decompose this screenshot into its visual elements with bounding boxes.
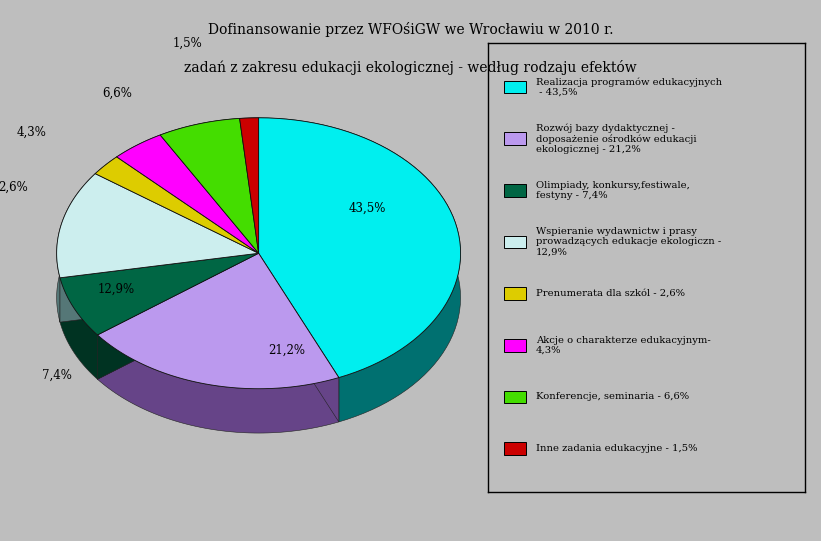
Text: 4,3%: 4,3% — [17, 126, 47, 138]
FancyBboxPatch shape — [504, 236, 526, 248]
Polygon shape — [60, 253, 259, 322]
Text: Prenumerata dla szkól - 2,6%: Prenumerata dla szkól - 2,6% — [536, 289, 685, 298]
Polygon shape — [95, 157, 117, 218]
Text: Konferencje, seminaria - 6,6%: Konferencje, seminaria - 6,6% — [536, 392, 689, 401]
Polygon shape — [60, 278, 98, 379]
Polygon shape — [60, 253, 259, 335]
FancyBboxPatch shape — [504, 391, 526, 403]
FancyBboxPatch shape — [504, 442, 526, 455]
Text: Akcje o charakterze edukacyjnym-
4,3%: Akcje o charakterze edukacyjnym- 4,3% — [536, 335, 711, 355]
Text: 12,9%: 12,9% — [97, 283, 135, 296]
Text: Inne zadania edukacyjne - 1,5%: Inne zadania edukacyjne - 1,5% — [536, 444, 697, 453]
FancyBboxPatch shape — [504, 184, 526, 196]
Polygon shape — [240, 118, 259, 298]
Polygon shape — [240, 118, 259, 163]
Polygon shape — [60, 253, 259, 322]
Text: 43,5%: 43,5% — [349, 202, 386, 215]
FancyBboxPatch shape — [504, 81, 526, 94]
Polygon shape — [98, 253, 259, 379]
Text: Rozwój bazy dydaktycznej -
doposażenie ośrodków edukacji
ekologicznej - 21,2%: Rozwój bazy dydaktycznej - doposażenie o… — [536, 123, 696, 154]
Polygon shape — [259, 118, 461, 378]
Text: Olimpiady, konkursy,festiwale,
festyny - 7,4%: Olimpiady, konkursy,festiwale, festyny -… — [536, 181, 690, 200]
Polygon shape — [95, 157, 259, 253]
Text: 7,4%: 7,4% — [42, 369, 72, 382]
Polygon shape — [98, 253, 339, 389]
Polygon shape — [95, 174, 259, 298]
Text: zadań z zakresu edukacji ekologicznej - według rodzaju efektów: zadań z zakresu edukacji ekologicznej - … — [184, 60, 637, 75]
Polygon shape — [57, 174, 95, 322]
Polygon shape — [95, 174, 259, 298]
Polygon shape — [259, 253, 339, 422]
Polygon shape — [57, 174, 259, 278]
Text: Dofinansowanie przez WFOśiGW we Wrocławiu w 2010 r.: Dofinansowanie przez WFOśiGW we Wrocławi… — [208, 22, 613, 37]
Text: 1,5%: 1,5% — [172, 36, 202, 49]
Text: 6,6%: 6,6% — [103, 87, 133, 100]
Polygon shape — [117, 157, 259, 298]
Polygon shape — [117, 135, 160, 201]
Polygon shape — [240, 118, 259, 253]
FancyBboxPatch shape — [504, 287, 526, 300]
Polygon shape — [160, 135, 259, 298]
Text: Realizacja programów edukacyjnych
 - 43,5%: Realizacja programów edukacyjnych - 43,5… — [536, 77, 722, 97]
Polygon shape — [259, 253, 339, 422]
Polygon shape — [240, 118, 259, 298]
Polygon shape — [259, 118, 461, 422]
Text: Wspieranie wydawnictw i prasy
prowadzących edukacje ekologiczn -
12,9%: Wspieranie wydawnictw i prasy prowadzący… — [536, 227, 721, 257]
Polygon shape — [98, 335, 339, 433]
Polygon shape — [160, 118, 259, 253]
FancyBboxPatch shape — [504, 339, 526, 352]
Polygon shape — [117, 157, 259, 298]
Text: 2,6%: 2,6% — [0, 181, 28, 194]
Polygon shape — [160, 118, 240, 179]
Polygon shape — [98, 253, 259, 379]
Text: 21,2%: 21,2% — [268, 344, 305, 357]
Polygon shape — [160, 135, 259, 298]
Polygon shape — [117, 135, 259, 253]
FancyBboxPatch shape — [504, 133, 526, 145]
